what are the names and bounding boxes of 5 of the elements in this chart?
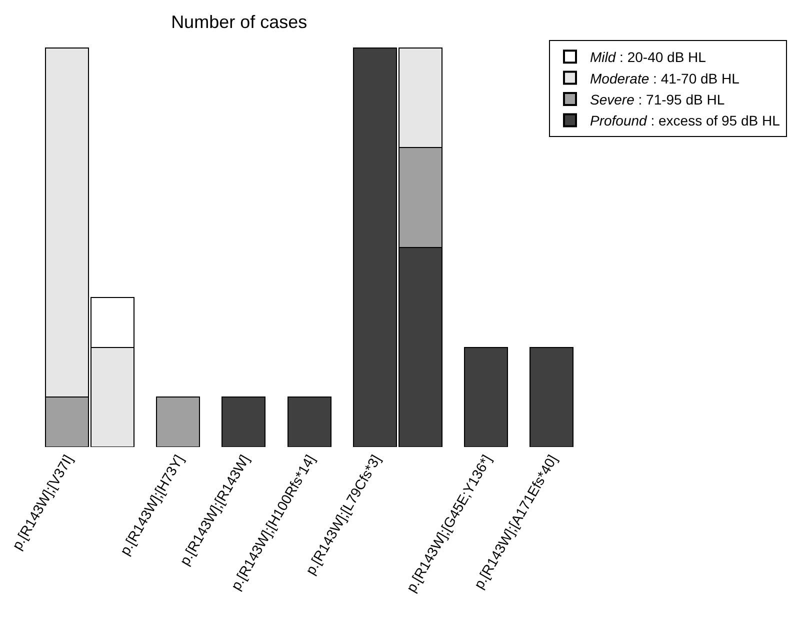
legend-label: Severe : 71-95 dB HL [590,91,725,108]
chart-title: Number of cases [171,12,308,32]
legend-label: Mild : 20-40 dB HL [590,49,706,66]
legend-label: Profound : excess of 95 dB HL [590,112,780,129]
legend-label: Moderate : 41-70 dB HL [590,70,740,86]
